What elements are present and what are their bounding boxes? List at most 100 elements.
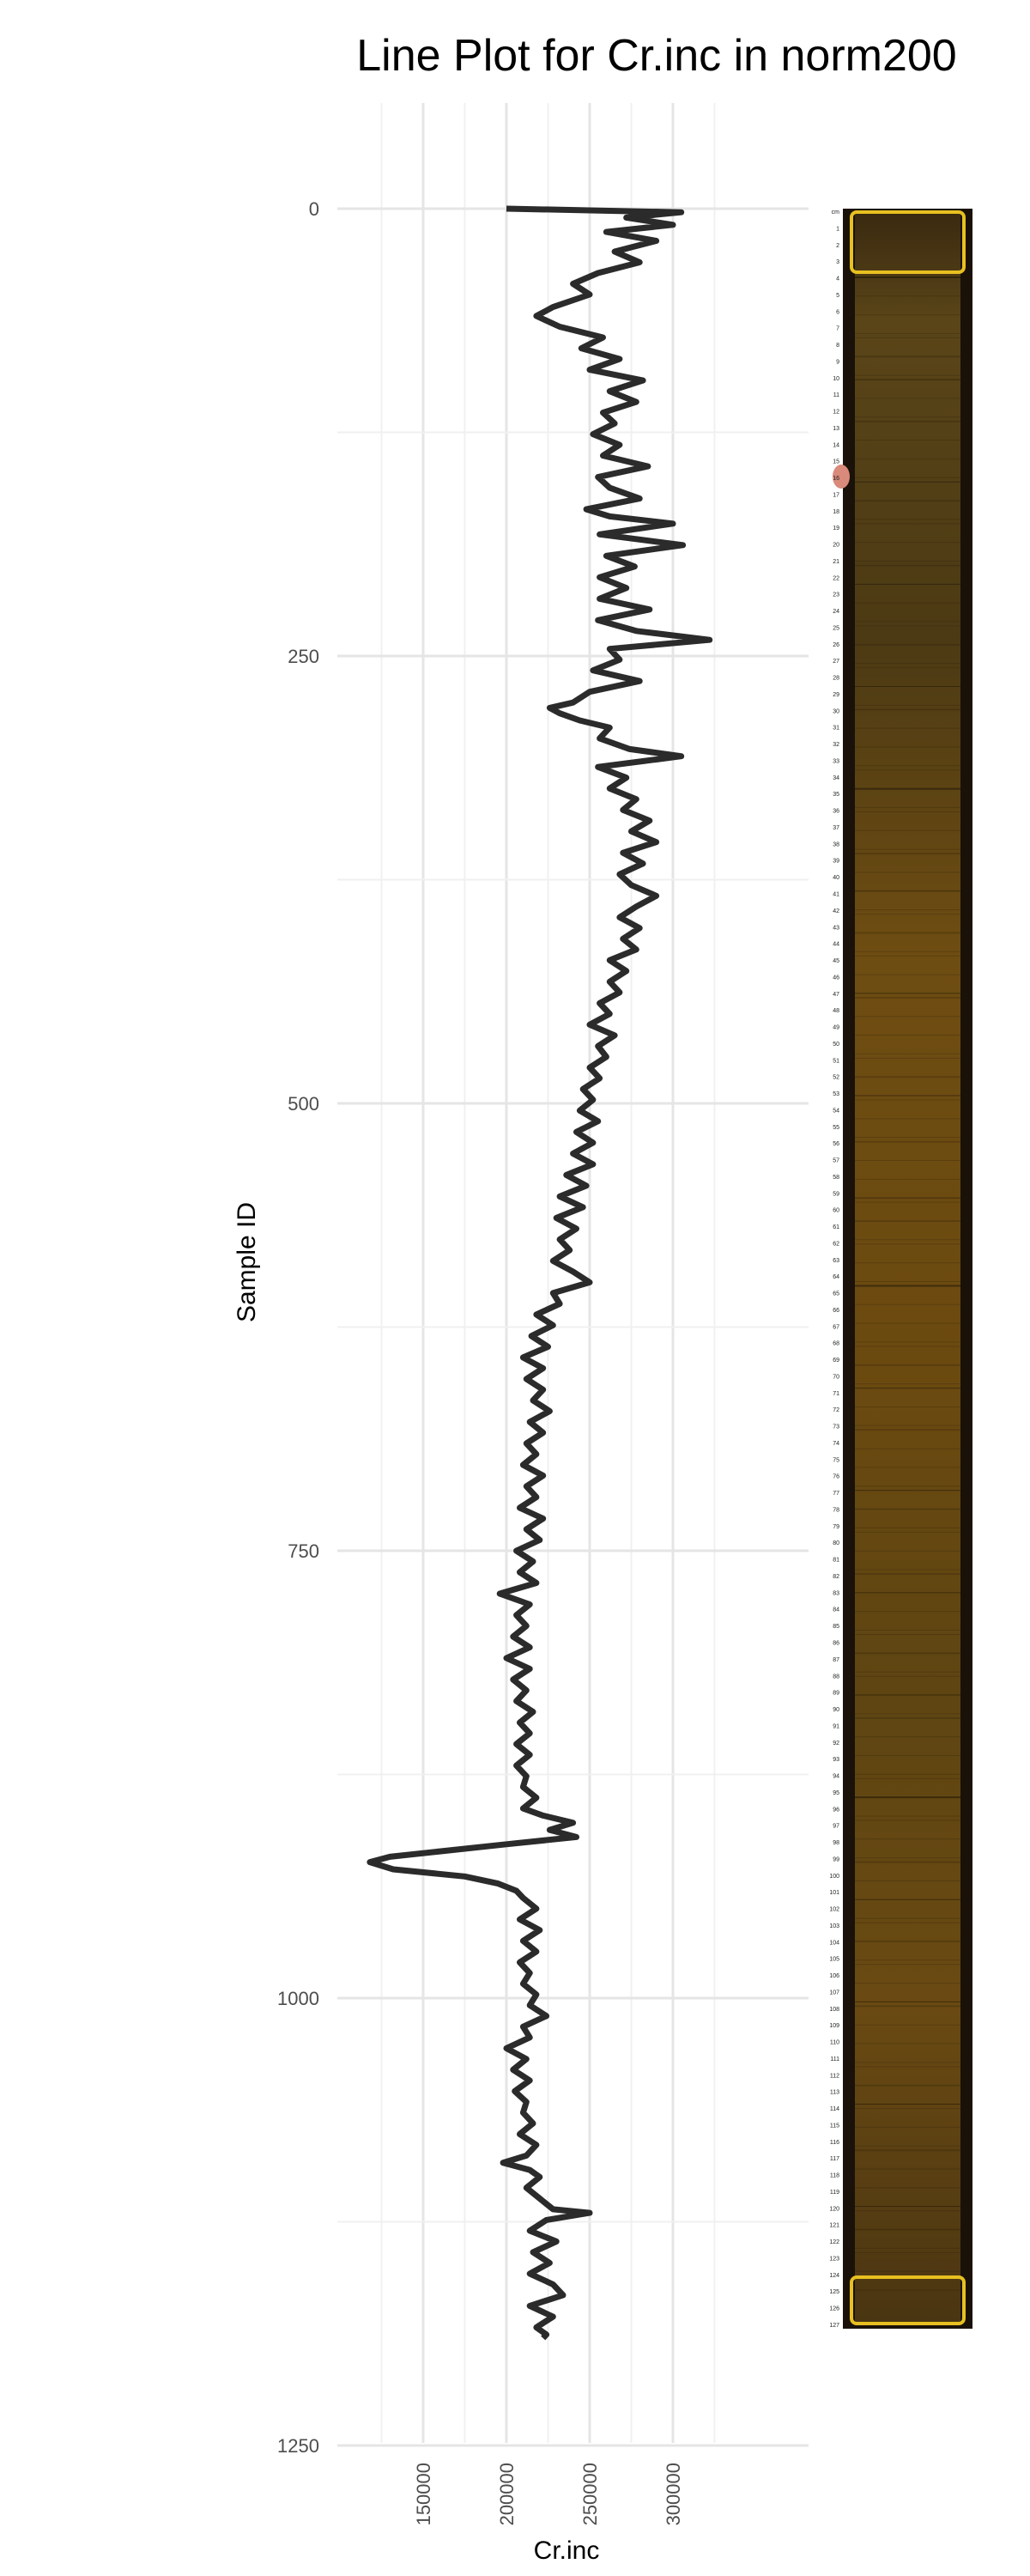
core-cm-label: 38 — [833, 841, 839, 848]
x-tick-label: 250000 — [579, 2463, 601, 2525]
core-image: cm12345678910111213141516171819202122232… — [829, 209, 972, 2329]
y-tick-label: 0 — [309, 198, 319, 220]
core-cm-label: 10 — [833, 376, 839, 382]
core-cm-label: 6 — [836, 309, 839, 315]
core-cm-label: 22 — [833, 575, 839, 581]
core-cm-label: 101 — [829, 1890, 839, 1896]
core-cm-label: 100 — [829, 1874, 839, 1880]
core-cm-label: 114 — [830, 2106, 839, 2112]
core-cm-label: 13 — [833, 426, 839, 432]
core-cm-label: cm — [832, 210, 840, 216]
core-cm-label: 44 — [833, 942, 839, 948]
core-cm-label: 18 — [833, 509, 839, 515]
core-cm-label: 54 — [833, 1108, 839, 1114]
core-cm-label: 118 — [830, 2173, 839, 2179]
core-cm-label: 15 — [833, 459, 839, 465]
core-cm-label: 68 — [833, 1341, 839, 1347]
core-top-edge — [850, 210, 966, 274]
core-cm-label: 24 — [833, 609, 839, 615]
core-cm-label: 102 — [829, 1907, 839, 1913]
core-cm-label: 122 — [829, 2239, 839, 2245]
core-cm-label: 20 — [833, 543, 839, 549]
core-cm-label: 12 — [833, 410, 839, 416]
core-bottom-edge — [850, 2275, 966, 2325]
core-cm-label: 77 — [833, 1491, 839, 1497]
core-cm-label: 104 — [829, 1940, 839, 1946]
core-cm-label: 120 — [829, 2206, 839, 2212]
core-cm-label: 72 — [833, 1407, 839, 1413]
core-cm-label: 59 — [833, 1191, 839, 1197]
core-cm-label: 39 — [833, 859, 839, 865]
core-cm-label: 99 — [833, 1856, 839, 1862]
core-cm-label: 96 — [833, 1807, 839, 1813]
core-cm-label: 57 — [833, 1158, 839, 1164]
core-cm-label: 66 — [833, 1308, 839, 1314]
series-line — [367, 205, 713, 2341]
core-cm-label: 17 — [833, 492, 839, 498]
core-cm-label: 108 — [829, 2007, 839, 2013]
core-cm-label: 16 — [833, 476, 839, 482]
core-cm-label: 2 — [836, 243, 839, 249]
x-axis-label: Cr.inc — [534, 2537, 600, 2565]
core-cm-label: 88 — [833, 1674, 839, 1680]
core-cm-label: 70 — [833, 1374, 839, 1380]
core-cm-label: 109 — [829, 2023, 839, 2029]
core-sediment — [855, 214, 960, 2324]
core-cm-label: 49 — [833, 1025, 839, 1031]
core-cm-label: 81 — [833, 1558, 839, 1564]
core-cm-label: 84 — [833, 1607, 839, 1613]
core-cm-label: 11 — [833, 392, 839, 398]
core-cm-label: 73 — [833, 1425, 839, 1431]
core-cm-label: 29 — [833, 692, 839, 698]
core-cm-label: 93 — [833, 1757, 839, 1763]
core-cm-label: 28 — [833, 676, 839, 682]
core-cm-label: 79 — [833, 1524, 839, 1530]
x-tick-label: 200000 — [496, 2463, 518, 2525]
core-cm-label: 60 — [833, 1208, 839, 1214]
core-cm-label: 85 — [833, 1624, 839, 1630]
core-cm-label: 4 — [836, 276, 839, 283]
core-cm-label: 121 — [829, 2223, 839, 2229]
core-cm-label: 90 — [833, 1707, 839, 1713]
chart-title: Line Plot for Cr.inc in norm200 — [356, 31, 956, 81]
core-cm-label: 46 — [833, 975, 839, 981]
core-cm-label: 52 — [833, 1075, 839, 1081]
core-cm-label: 61 — [833, 1224, 839, 1230]
core-cm-label: 91 — [833, 1723, 839, 1729]
core-cm-label: 48 — [833, 1008, 839, 1014]
y-axis-label: Sample ID — [233, 1202, 261, 1322]
core-cm-label: 26 — [833, 642, 839, 648]
core-cm-label: 21 — [833, 559, 839, 565]
core-cm-label: 34 — [833, 775, 839, 781]
core-cm-label: 113 — [830, 2090, 839, 2096]
core-cm-label: 95 — [833, 1790, 839, 1796]
core-cm-label: 86 — [833, 1641, 839, 1647]
core-cm-label: 19 — [833, 526, 839, 532]
core-cm-label: 106 — [829, 1973, 839, 1979]
core-cm-label: 123 — [829, 2256, 839, 2262]
core-cm-label: 58 — [833, 1175, 839, 1181]
core-cm-label: 112 — [830, 2073, 839, 2079]
core-cm-label: 67 — [833, 1324, 839, 1330]
core-cm-label: 103 — [829, 1923, 839, 1929]
core-cm-label: 8 — [836, 343, 839, 349]
core-cm-label: 55 — [833, 1125, 839, 1131]
core-cm-label: 111 — [830, 2057, 839, 2063]
core-cm-label: 117 — [830, 2156, 839, 2162]
core-cm-label: 110 — [830, 2040, 839, 2046]
core-cm-label: 40 — [833, 875, 839, 881]
core-cm-label: 76 — [833, 1474, 839, 1480]
core-cm-label: 80 — [833, 1540, 839, 1546]
core-cm-label: 92 — [833, 1741, 839, 1747]
core-cm-label: 125 — [829, 2289, 839, 2295]
y-tick-label: 1250 — [277, 2435, 319, 2457]
core-cm-label: 98 — [833, 1840, 839, 1846]
core-cm-label: 107 — [829, 1990, 839, 1996]
core-cm-label: 94 — [833, 1774, 839, 1780]
core-cm-label: 89 — [833, 1691, 839, 1697]
core-cm-label: 69 — [833, 1358, 839, 1364]
core-cm-label: 124 — [829, 2273, 839, 2279]
x-tick-label: 300000 — [663, 2463, 684, 2525]
grid — [337, 103, 809, 2447]
core-cm-label: 43 — [833, 925, 839, 931]
